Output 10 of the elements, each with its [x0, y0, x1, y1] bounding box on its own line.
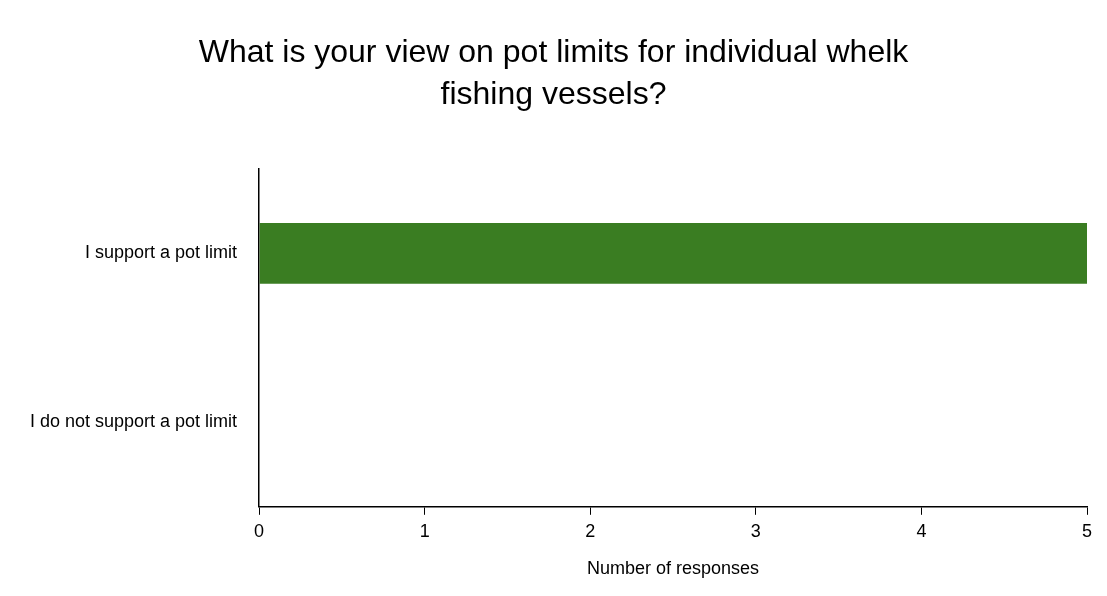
x-tick-label: 2 [585, 520, 596, 541]
x-tick-label: 0 [254, 520, 265, 541]
x-tick-label: 3 [750, 520, 761, 541]
chart-title: What is your view on pot limits for individual whelk fishing vessels? [197, 32, 910, 113]
x-axis-title: Number of responses [587, 558, 760, 579]
y-tick-label: I support a pot limit [85, 242, 238, 263]
x-tick-label: 4 [916, 520, 927, 541]
x-tick-label: 5 [1081, 520, 1093, 541]
y-tick-label: I do not support a pot limit [29, 411, 238, 432]
x-tick-label: 1 [419, 520, 430, 541]
